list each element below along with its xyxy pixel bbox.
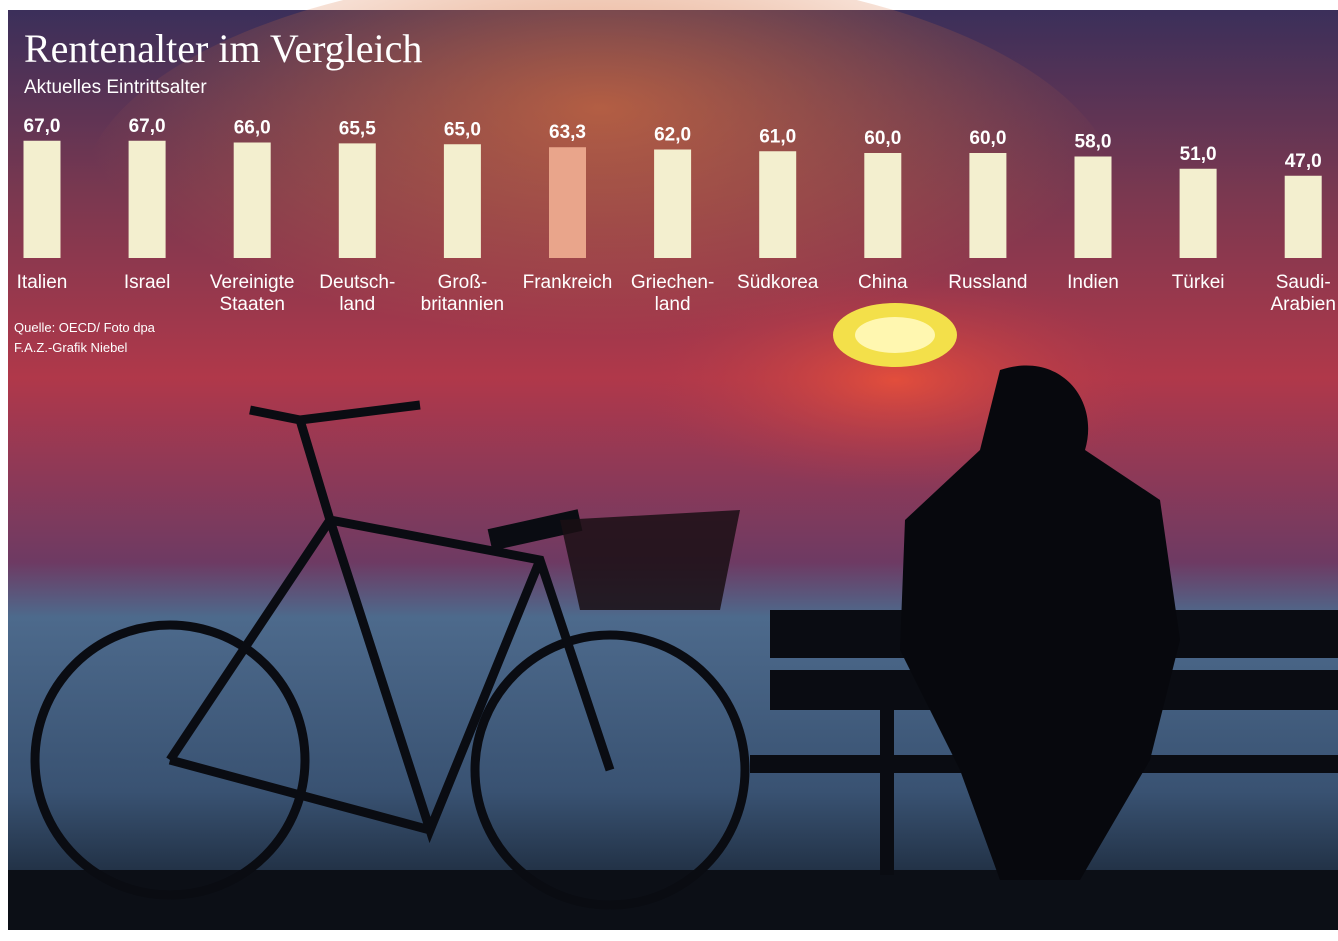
value-label: 61,0 — [759, 126, 796, 147]
source: Quelle: OECD/ Foto dpa — [14, 320, 156, 335]
value-label: 51,0 — [1180, 144, 1217, 165]
category-label: Südkorea — [737, 272, 819, 293]
chart-subtitle: Aktuelles Eintrittsalter — [24, 77, 207, 98]
category-label: Frankreich — [522, 272, 613, 293]
bar — [1284, 175, 1322, 258]
category-label: Israel — [123, 272, 171, 293]
category-label: Türkei — [1171, 272, 1225, 293]
category-label: China — [857, 272, 908, 293]
bar — [443, 144, 481, 258]
bar — [864, 153, 902, 258]
category-label: Russland — [948, 272, 1028, 293]
bar — [338, 143, 376, 258]
bar — [654, 149, 692, 258]
value-label: 67,0 — [129, 116, 166, 137]
bar — [1074, 156, 1112, 258]
value-label: 62,0 — [654, 125, 691, 146]
value-label: 58,0 — [1075, 132, 1112, 153]
value-label: 65,5 — [339, 118, 376, 139]
category-label: Deutsch- land — [319, 272, 396, 315]
value-label: 66,0 — [234, 118, 271, 139]
category-label: Indien — [1067, 272, 1119, 293]
category-label: Griechen- land — [630, 272, 715, 315]
credit: F.A.Z.-Grafik Niebel — [14, 340, 128, 355]
value-label: 63,3 — [549, 122, 586, 143]
bar — [23, 140, 61, 258]
value-label: 65,0 — [444, 119, 481, 140]
category-label: Vereinigte Staaten — [209, 272, 295, 315]
bar — [969, 153, 1007, 258]
value-label: 47,0 — [1285, 151, 1322, 172]
bar — [233, 142, 271, 258]
bar — [128, 140, 166, 258]
value-label: 67,0 — [24, 116, 61, 137]
category-label: Saudi- Arabien — [1270, 272, 1336, 315]
category-label: Italien — [16, 272, 68, 293]
value-label: 60,0 — [969, 128, 1006, 149]
chart-title: Rentenalter im Vergleich — [24, 26, 422, 71]
bar — [1179, 168, 1217, 258]
bar — [549, 147, 586, 258]
category-label: Groß- britannien — [420, 272, 505, 315]
bar — [759, 151, 797, 258]
value-label: 60,0 — [864, 128, 901, 149]
